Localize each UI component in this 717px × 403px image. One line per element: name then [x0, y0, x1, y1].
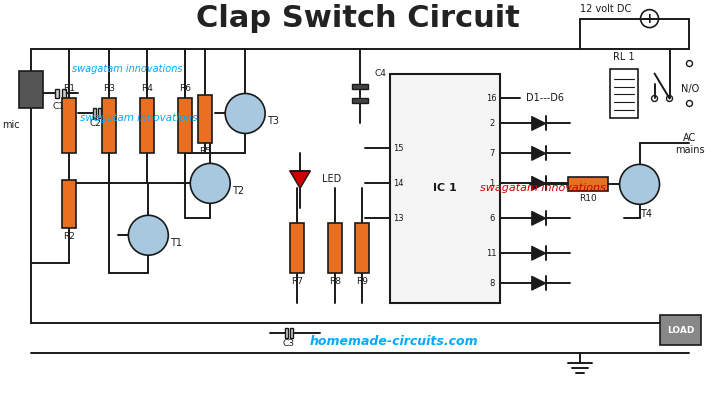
- Text: R7: R7: [291, 277, 303, 286]
- Bar: [328, 223, 342, 273]
- Bar: [660, 315, 701, 345]
- Text: N/O: N/O: [681, 83, 700, 93]
- Text: R10: R10: [579, 194, 597, 203]
- Bar: [62, 98, 77, 154]
- Bar: [285, 328, 288, 338]
- Circle shape: [619, 164, 660, 204]
- Text: LED: LED: [322, 174, 341, 184]
- Text: LOAD: LOAD: [667, 326, 694, 334]
- Text: 12 volt DC: 12 volt DC: [579, 4, 631, 14]
- Text: R5: R5: [199, 147, 212, 156]
- Polygon shape: [532, 276, 546, 290]
- Text: R4: R4: [141, 84, 153, 93]
- Bar: [290, 223, 304, 273]
- Bar: [568, 177, 607, 191]
- Bar: [19, 71, 42, 108]
- Bar: [355, 223, 369, 273]
- Text: R8: R8: [329, 277, 341, 286]
- Text: +: +: [644, 12, 655, 26]
- Bar: [55, 89, 60, 98]
- Text: 16: 16: [486, 94, 497, 103]
- Text: C2: C2: [90, 119, 101, 128]
- Text: C4: C4: [375, 69, 387, 78]
- Text: T4: T4: [640, 209, 652, 219]
- Text: mic: mic: [1, 120, 19, 131]
- Circle shape: [190, 163, 230, 204]
- Text: C1: C1: [52, 102, 65, 111]
- Text: 1: 1: [489, 179, 495, 188]
- Text: R9: R9: [356, 277, 368, 286]
- Text: C3: C3: [282, 339, 294, 348]
- Text: 13: 13: [393, 214, 403, 223]
- Text: AC
mains: AC mains: [675, 133, 704, 155]
- Text: homemade-circuits.com: homemade-circuits.com: [310, 334, 479, 348]
- Bar: [103, 98, 116, 154]
- Polygon shape: [532, 116, 546, 131]
- Text: RL 1: RL 1: [613, 52, 635, 62]
- Text: IC 1: IC 1: [433, 183, 457, 193]
- Text: T2: T2: [232, 186, 244, 196]
- Bar: [290, 328, 293, 338]
- Text: swagatam innovations: swagatam innovations: [480, 183, 606, 193]
- Text: R6: R6: [179, 84, 191, 93]
- Text: T3: T3: [267, 116, 279, 127]
- Bar: [390, 73, 500, 303]
- Polygon shape: [532, 177, 546, 190]
- Text: 6: 6: [489, 214, 495, 223]
- Text: D1---D6: D1---D6: [526, 93, 564, 104]
- Text: T1: T1: [171, 238, 182, 248]
- Text: R2: R2: [64, 232, 75, 241]
- Text: 8: 8: [489, 279, 495, 288]
- Bar: [352, 98, 368, 104]
- Text: 11: 11: [487, 249, 497, 258]
- Bar: [352, 83, 368, 89]
- Text: swagatam innovations: swagatam innovations: [72, 64, 183, 73]
- Polygon shape: [532, 211, 546, 225]
- Bar: [179, 98, 192, 154]
- Polygon shape: [532, 246, 546, 260]
- Polygon shape: [290, 171, 310, 188]
- Circle shape: [128, 215, 168, 255]
- Text: R1: R1: [64, 84, 75, 93]
- Bar: [98, 108, 101, 118]
- Text: 15: 15: [393, 144, 403, 153]
- Bar: [62, 89, 67, 98]
- Text: Clap Switch Circuit: Clap Switch Circuit: [196, 4, 520, 33]
- Bar: [93, 108, 96, 118]
- Bar: [62, 181, 77, 228]
- Bar: [609, 69, 637, 118]
- Text: swagatam innovations: swagatam innovations: [80, 114, 198, 123]
- Text: 7: 7: [489, 149, 495, 158]
- Polygon shape: [532, 146, 546, 160]
- Bar: [199, 96, 212, 143]
- Circle shape: [225, 93, 265, 133]
- Text: R3: R3: [103, 84, 115, 93]
- Bar: [141, 98, 154, 154]
- Text: 14: 14: [393, 179, 403, 188]
- Text: 2: 2: [489, 119, 495, 128]
